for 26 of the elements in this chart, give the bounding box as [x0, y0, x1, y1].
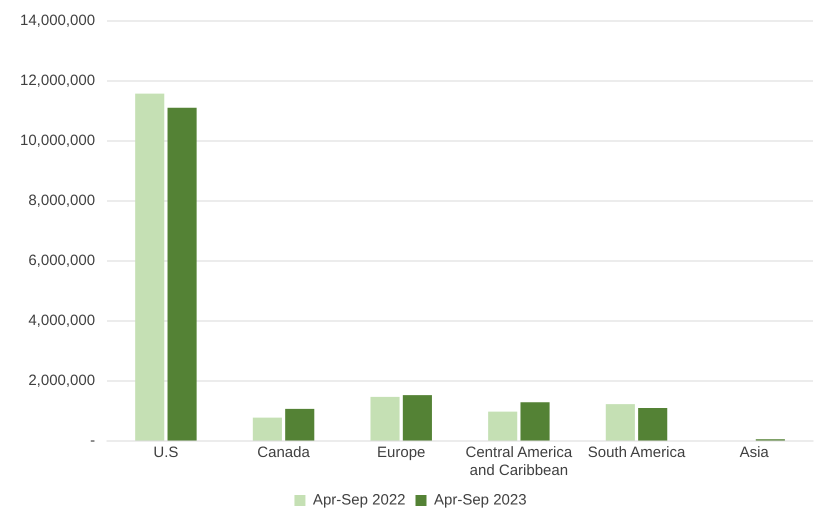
legend-label: Apr-Sep 2023: [434, 492, 527, 509]
x-tick-label: U.S: [153, 444, 178, 462]
bar: [135, 94, 164, 440]
bar: [370, 396, 400, 440]
x-tick-label: Canada: [257, 444, 310, 462]
bar: [606, 404, 635, 440]
y-tick-label: 6,000,000: [28, 252, 96, 270]
x-tick-label: Europe: [377, 444, 426, 462]
bar: [168, 108, 197, 440]
x-tick-label: Central America and Caribbean: [466, 444, 573, 480]
y-tick-label: 4,000,000: [28, 312, 96, 330]
y-tick-label: 8,000,000: [28, 192, 96, 210]
bar: [402, 395, 432, 440]
bar: [638, 408, 668, 440]
x-tick-label: Asia: [740, 444, 770, 462]
y-tick-label: -: [90, 432, 96, 450]
bar: [252, 418, 282, 440]
bar: [520, 402, 550, 440]
x-tick-label: South America: [588, 444, 686, 462]
bar: [285, 408, 314, 440]
y-tick-label: 2,000,000: [28, 372, 96, 390]
y-tick-label: 14,000,000: [20, 12, 96, 30]
bar: [488, 412, 518, 440]
legend-label: Apr-Sep 2022: [312, 492, 406, 509]
y-tick-label: 12,000,000: [20, 72, 96, 90]
y-tick-label: 10,000,000: [20, 132, 96, 150]
